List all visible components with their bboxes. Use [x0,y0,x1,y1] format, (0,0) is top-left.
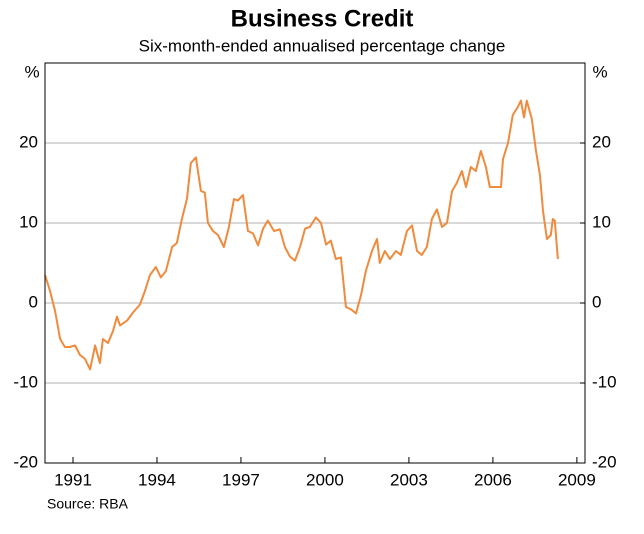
x-tick-label: 2006 [474,470,512,489]
chart-subtitle: Six-month-ended annualised percentage ch… [139,36,506,55]
y2-tick-label: -10 [592,372,617,391]
y-tick-label: 10 [19,212,38,231]
y2-tick-label: 10 [592,212,611,231]
x-tick-label: 2009 [558,470,596,489]
plot-frame [44,62,586,464]
y2-tick-label: -20 [592,452,617,471]
source-note: Source: RBA [47,496,129,512]
x-tick-label: 2000 [306,470,344,489]
y2-unit-label: % [592,62,607,81]
x-tick-label: 1991 [54,470,92,489]
y2-tick-label: 0 [592,292,601,311]
x-tick-label: 2003 [390,470,428,489]
x-tick-label: 1997 [222,470,260,489]
y-tick-label: -20 [13,452,38,471]
y-unit-label: % [24,62,39,81]
y-tick-label: -10 [13,372,38,391]
data-line [44,99,559,371]
y-tick-label: 0 [29,292,38,311]
y2-tick-label: 20 [592,132,611,151]
x-tick-label: 1994 [138,470,176,489]
chart-title: Business Credit [231,5,414,32]
y-tick-label: 20 [19,132,38,151]
